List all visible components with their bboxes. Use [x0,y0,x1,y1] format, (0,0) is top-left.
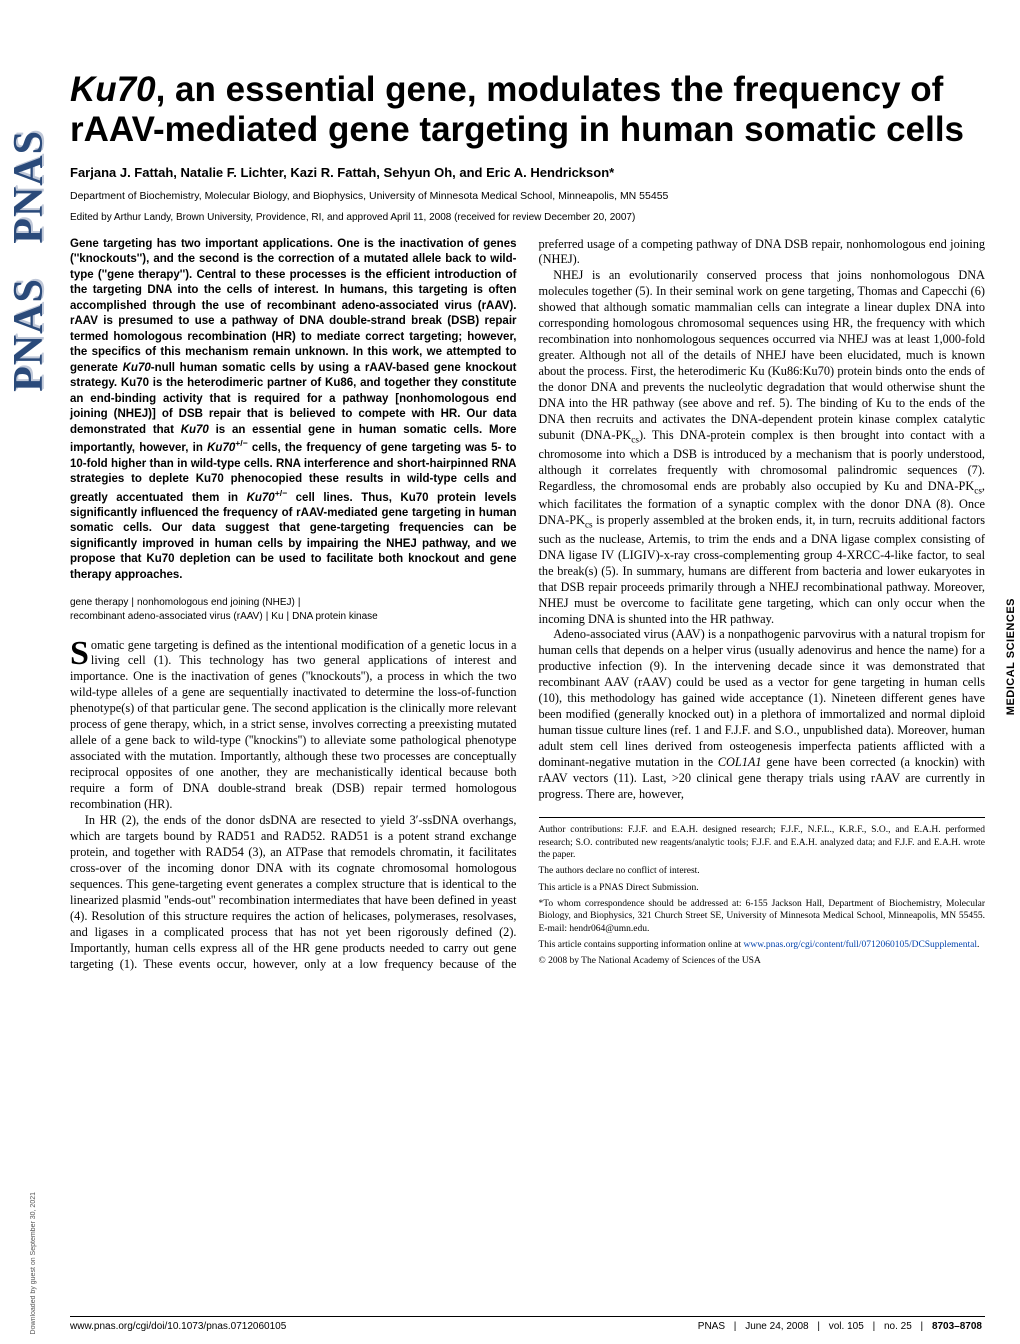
kw-2: nonhomologous end joining (NHEJ) [137,597,295,608]
body-p3: NHEJ is an evolutionarily conserved proc… [539,268,986,627]
abstract-g3: Ku70 [207,442,235,454]
footer-doi: www.pnas.org/cgi/doi/10.1073/pnas.071206… [70,1321,286,1332]
authors-line: Farjana J. Fattah, Natalie F. Lichter, K… [70,165,985,180]
footer-volume: vol. 105 [829,1321,864,1332]
abstract-block: Gene targeting has two important applica… [70,237,517,584]
footer-journal: PNAS [698,1321,725,1332]
p3-sub1: cs [631,435,639,445]
abstract-g1: Ku70 [123,362,151,374]
abstract-g4: Ku70 [247,491,275,503]
pnas-logo-text: PNAS [6,278,52,392]
abstract-t1: Gene targeting has two important applica… [70,238,517,374]
kw-5: DNA protein kinase [292,611,378,622]
p4-gene: COL1A1 [718,755,762,769]
footnotes-block: Author contributions: F.J.F. and E.A.H. … [539,817,986,967]
supporting-link[interactable]: www.pnas.org/cgi/content/full/0712060105… [744,940,978,950]
section-tab: MEDICAL SCIENCES [1002,590,1020,723]
body-p4: Adeno-associated virus (AAV) is a nonpat… [539,627,986,803]
download-note: Downloaded by guest on September 30, 202… [30,1192,37,1334]
footer-sep: | [921,1321,924,1332]
pnas-logo-text-2: PNAS [6,130,52,244]
kw-sep: | [287,611,290,622]
affiliation-line: Department of Biochemistry, Molecular Bi… [70,190,985,202]
kw-4: Ku [271,611,283,622]
page-footer: www.pnas.org/cgi/doi/10.1073/pnas.071206… [70,1316,985,1332]
fn-submission: This article is a PNAS Direct Submission… [539,882,986,894]
p3-sub3: cs [585,520,593,530]
keywords-line: gene therapy|nonhomologous end joining (… [70,596,517,624]
footer-issue: no. 25 [884,1321,912,1332]
footer-sep: | [734,1321,737,1332]
pnas-logo: PNAS PNAS [5,130,53,392]
fn-supporting-pre: This article contains supporting informa… [539,940,744,950]
footer-pages: 8703–8708 [932,1321,982,1332]
body-p1-text: omatic gene targeting is defined as the … [70,638,517,812]
kw-sep: | [131,597,134,608]
footer-citation: PNAS | June 24, 2008 | vol. 105 | no. 25… [695,1321,985,1332]
p3d: is properly assembled at the broken ends… [539,513,986,625]
article-title: Ku70, an essential gene, modulates the f… [70,70,985,151]
edited-line: Edited by Arthur Landy, Brown University… [70,212,985,223]
abstract-g2: Ku70 [181,424,209,436]
kw-1: gene therapy [70,597,128,608]
title-rest: , an essential gene, modulates the frequ… [70,70,964,149]
p3-sub2: cs [974,485,982,495]
fn-supporting: This article contains supporting informa… [539,939,986,951]
abstract-s1: +/− [235,438,247,448]
two-column-body: Gene targeting has two important applica… [70,237,985,974]
footer-sep: | [873,1321,876,1332]
body-p1: Somatic gene targeting is defined as the… [70,638,517,814]
footer-sep: | [817,1321,820,1332]
fn-copyright: © 2008 by The National Academy of Scienc… [539,955,986,967]
kw-3: recombinant adeno-associated virus (rAAV… [70,611,263,622]
p3a: NHEJ is an evolutionarily conserved proc… [539,268,986,442]
kw-sep: | [266,611,269,622]
fn-correspondence: *To whom correspondence should be addres… [539,898,986,935]
page-content: Ku70, an essential gene, modulates the f… [70,70,985,1314]
title-gene: Ku70 [70,70,156,109]
abstract-s2: +/− [275,488,287,498]
footer-date: June 24, 2008 [745,1321,808,1332]
dropcap: S [70,638,91,669]
fn-supporting-post: . [977,940,979,950]
abstract-t5: cell lines. Thus, Ku70 protein levels si… [70,491,517,581]
fn-contributions: Author contributions: F.J.F. and E.A.H. … [539,824,986,861]
kw-sep: | [298,597,301,608]
fn-conflict: The authors declare no conflict of inter… [539,865,986,877]
p4a: Adeno-associated virus (AAV) is a nonpat… [539,627,986,769]
